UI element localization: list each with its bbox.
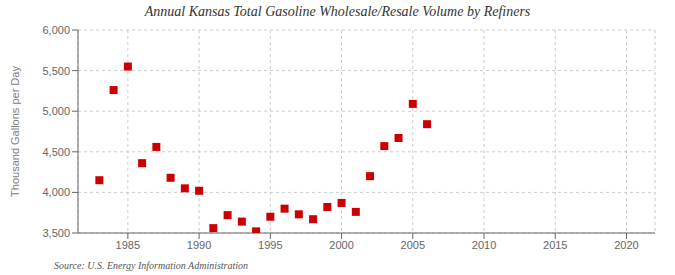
svg-text:1995: 1995 xyxy=(258,239,282,251)
svg-text:5,000: 5,000 xyxy=(42,105,70,117)
svg-text:2000: 2000 xyxy=(329,239,353,251)
svg-text:2010: 2010 xyxy=(472,239,496,251)
svg-text:2005: 2005 xyxy=(401,239,425,251)
svg-text:4,000: 4,000 xyxy=(42,186,70,198)
svg-text:4,500: 4,500 xyxy=(42,146,70,158)
svg-text:Thousand Gallons per Day: Thousand Gallons per Day xyxy=(9,66,21,197)
svg-text:6,000: 6,000 xyxy=(42,24,70,36)
svg-text:2015: 2015 xyxy=(543,239,567,251)
svg-text:2020: 2020 xyxy=(614,239,638,251)
svg-text:3,500: 3,500 xyxy=(42,227,70,239)
html-text:Source: U.S. Energy Informatio: Source: U.S. Energy Information Administ… xyxy=(54,260,249,271)
svg-text:1985: 1985 xyxy=(116,239,140,251)
html-text:Annual Kansas Total Gasoline W: Annual Kansas Total Gasoline Wholesale/R… xyxy=(144,4,531,19)
svg-text:1990: 1990 xyxy=(187,239,211,251)
svg-text:5,500: 5,500 xyxy=(42,65,70,77)
